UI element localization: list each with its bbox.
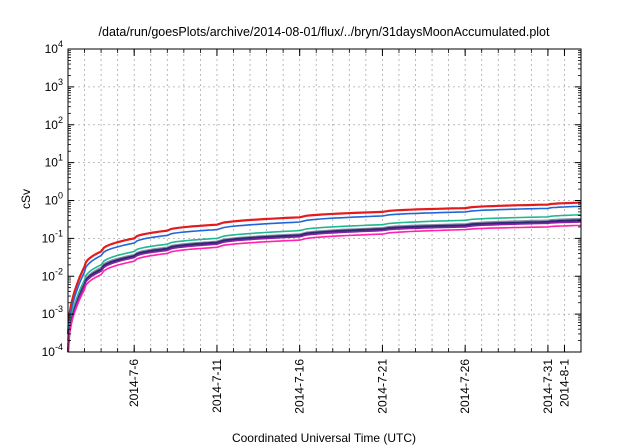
grid [67,48,582,353]
x-tick-label: 2014-7-11 [210,359,224,413]
y-tick-label: 102 [45,115,63,132]
series-line-5 [66,219,582,353]
series-line-1 [66,201,582,334]
series-line-4 [67,217,582,350]
series-line-6 [67,221,582,353]
series-line-2 [67,205,582,341]
x-tick-label: 2014-7-21 [375,359,389,414]
y-tick-label: 101 [45,153,63,170]
y-tick-label: 100 [45,191,63,208]
y-axis-label: cSv [19,189,33,209]
x-tick-label: 2014-7-16 [293,359,307,414]
series-line-3 [67,214,582,346]
y-tick-label: 104 [45,39,63,56]
series-layer [66,201,582,353]
x-tick-label: 2014-7-6 [127,359,141,407]
x-tick-label: 2014-8-1 [557,359,571,407]
x-tick-label: 2014-7-26 [458,359,472,414]
y-tick-label: 103 [45,77,63,94]
series-line-7 [67,224,582,353]
y-tick-label: 10-1 [42,228,63,245]
axes: 10-4 10-3 10-2 10-1 100 101 102 103 104 2014-7-6 2… [42,39,582,414]
y-tick-label: 10-4 [42,342,63,359]
chart-title: /data/run/goesPlots/archive/2014-08-01/f… [99,25,550,39]
x-axis-label: Coordinated Universal Time (UTC) [232,431,416,445]
x-tick-label: 2014-7-31 [541,359,555,414]
y-tick-label: 10-2 [42,266,63,283]
y-tick-label: 10-3 [42,304,63,321]
